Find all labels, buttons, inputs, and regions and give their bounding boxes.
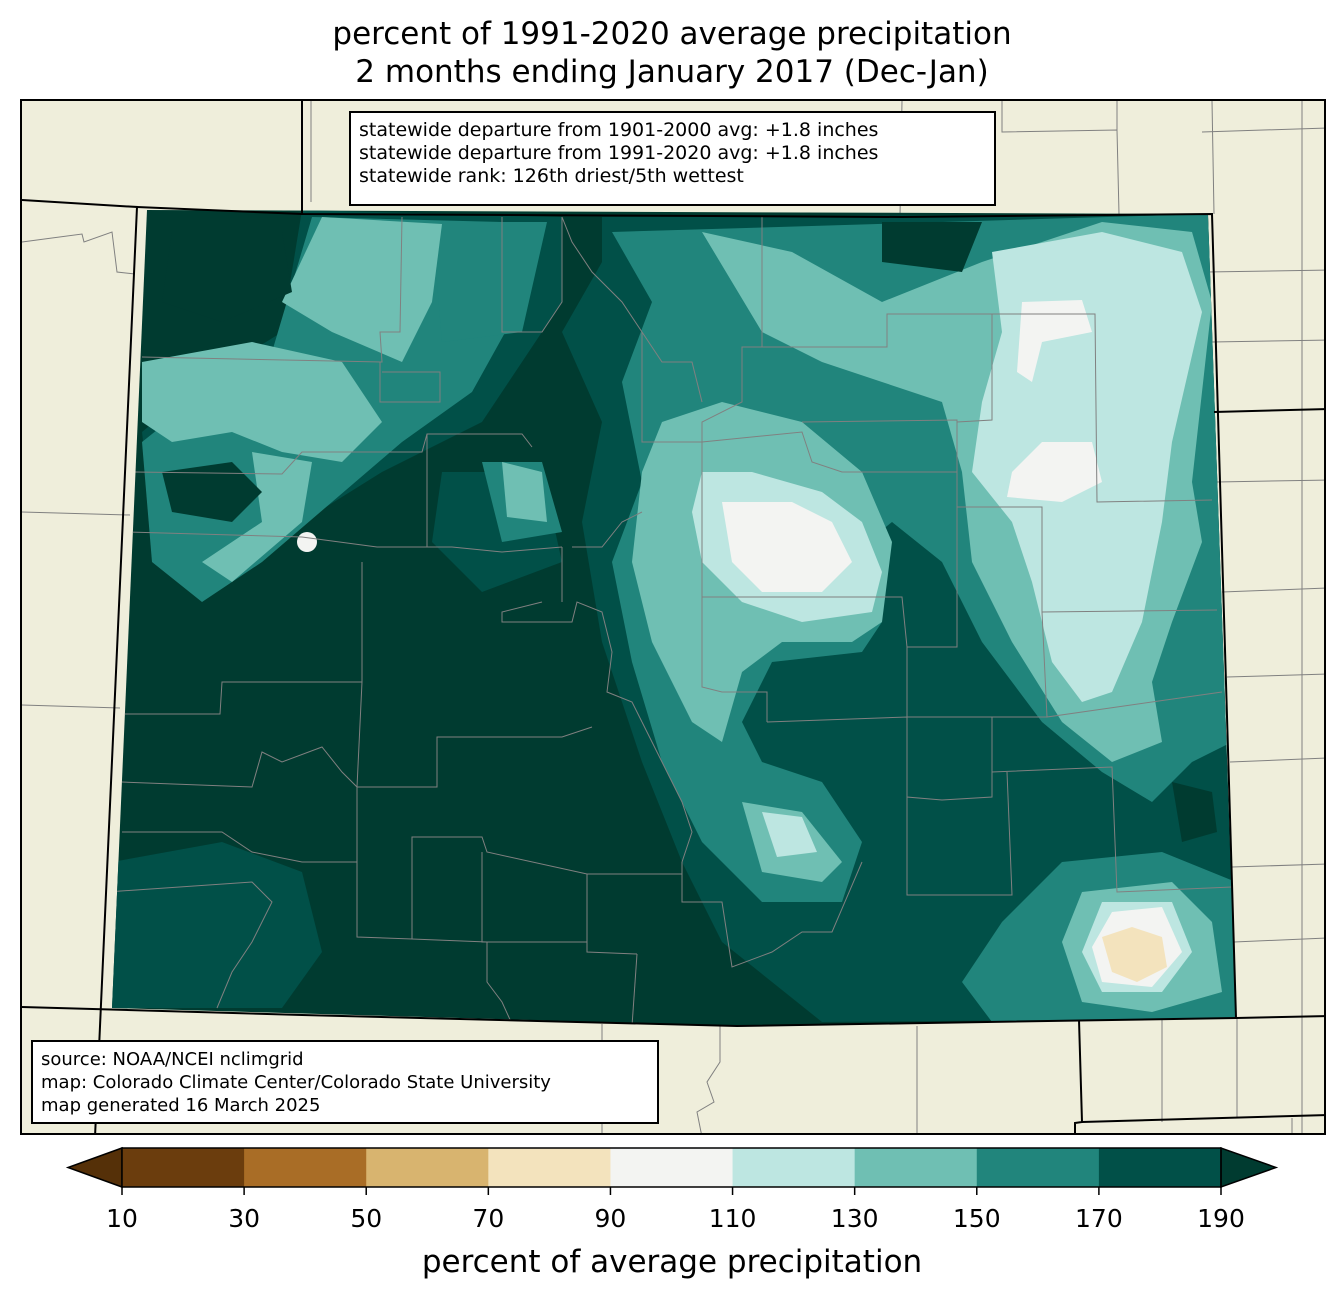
colorbar-segment [854, 1148, 978, 1187]
stats-departure-1901-2000: statewide departure from 1901-2000 avg: … [359, 119, 879, 141]
map-title-line2: 2 months ending January 2017 (Dec-Jan) [355, 54, 989, 90]
precipitation-map [22, 101, 1324, 1133]
map-title-line1: percent of 1991-2020 average precipitati… [332, 16, 1012, 52]
colorbar-label: percent of average precipitation [421, 1244, 923, 1280]
source-credits-box: source: NOAA/NCEI nclimgrid map: Colorad… [31, 1040, 659, 1124]
county-lines [112, 216, 1233, 1026]
map-panel [20, 99, 1326, 1135]
stats-rank: statewide rank: 126th driest/5th wettest [359, 165, 744, 187]
colorbar-tick-label: 90 [594, 1204, 627, 1233]
stats-departure-1991-2020: statewide departure from 1991-2020 avg: … [359, 142, 879, 164]
colorbar-segment [122, 1148, 245, 1187]
generated-date-line: map generated 16 March 2025 [41, 1095, 321, 1116]
statewide-stats-box: statewide departure from 1901-2000 avg: … [349, 111, 996, 206]
colorbar-tick-label: 10 [106, 1204, 138, 1233]
precipitation-field [112, 210, 1236, 1026]
colorbar-segment [488, 1148, 611, 1187]
colorbar-segment [244, 1148, 367, 1187]
colorbar-tick-label: 170 [1075, 1204, 1123, 1233]
colorbar-segment [976, 1148, 1100, 1187]
colorbar-segment [610, 1148, 734, 1187]
colorbar [65, 1146, 1279, 1195]
colorbar-tick-label: 110 [708, 1204, 757, 1233]
colorbar-tick-label: 130 [830, 1204, 879, 1233]
colorbar-tick-label: 150 [952, 1204, 1001, 1233]
colorbar-tick-label: 30 [228, 1204, 261, 1233]
colorbar-segment [732, 1148, 856, 1187]
colorbar-tick-label: 70 [472, 1204, 505, 1233]
colorbar-tick-label: 190 [1197, 1204, 1245, 1233]
colorbar-segment [1098, 1148, 1222, 1187]
colorbar-over-arrow [1220, 1146, 1279, 1189]
colorbar-under-arrow [65, 1146, 123, 1189]
state-boundaries [22, 101, 1324, 1133]
source-line: source: NOAA/NCEI nclimgrid [41, 1049, 304, 1070]
colorbar-tick-label: 50 [350, 1204, 383, 1233]
colorbar-segment [366, 1148, 489, 1187]
colorbar-frame [121, 1147, 1222, 1188]
map-credit-line: map: Colorado Climate Center/Colorado St… [41, 1072, 551, 1093]
